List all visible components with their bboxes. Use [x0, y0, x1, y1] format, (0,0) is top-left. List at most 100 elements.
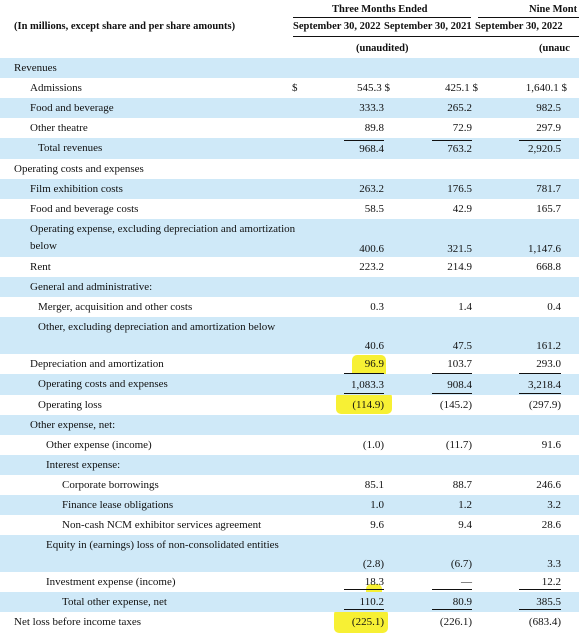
- value-cell-col1: (114.9): [352, 399, 384, 411]
- column-header-nine-2022: September 30, 2022: [475, 21, 563, 32]
- row-label: Corporate borrowings: [62, 478, 159, 491]
- row-label: Revenues: [14, 61, 57, 74]
- row-label: Equity in (earnings) loss of non-consoli…: [46, 539, 279, 551]
- row-label: Depreciation and amortization: [30, 357, 164, 370]
- value-cell-col1: 1.0: [370, 499, 384, 511]
- value-cell-col2: 72.9: [452, 122, 472, 134]
- row-label: Interest expense:: [46, 458, 121, 471]
- three-months-group-label: Three Months Ended: [332, 4, 428, 15]
- investment-underline-3: [519, 589, 561, 590]
- table-row: Food and beverage 333.3 265.2 982.5: [0, 98, 579, 118]
- value-cell-col1: (1.0): [362, 439, 384, 451]
- value-cell-col2: 176.5: [447, 183, 472, 195]
- value-cell-col2: 214.9: [447, 261, 472, 273]
- column-header-2022: September 30, 2022: [293, 21, 381, 32]
- row-label: Admissions: [30, 81, 82, 94]
- table-row: Operating expense, excluding depreciatio…: [0, 219, 579, 257]
- row-label: Other, excluding depreciation and amorti…: [38, 321, 276, 333]
- value-cell-col3: 0.4: [547, 301, 561, 313]
- row-label: Investment expense (income): [46, 575, 176, 588]
- value-cell-col1: 58.5: [364, 203, 384, 215]
- other-expense-underline-1: [344, 609, 384, 610]
- value-cell-col3: 2,920.5: [528, 142, 561, 155]
- table-row: Other, excluding depreciation and amorti…: [0, 317, 579, 354]
- table-row: Corporate borrowings 85.1 88.7 246.6: [0, 475, 579, 495]
- value-cell-col3: 982.5: [536, 102, 561, 114]
- nine-months-group-label: Nine Mont: [529, 4, 578, 15]
- value-cell-col3: 781.7: [536, 183, 561, 195]
- row-label: Finance lease obligations: [62, 498, 174, 511]
- value-cell-col2: 103.7: [447, 358, 472, 370]
- table-row: Total revenues 968.4 763.2 2,920.5: [0, 138, 579, 159]
- table-row: Depreciation and amortization 96.9 103.7 29…: [0, 354, 579, 374]
- value-cell-col3: 161.2: [536, 340, 561, 352]
- three-months-group-rule: [293, 17, 471, 18]
- row-label: General and administrative:: [30, 280, 153, 293]
- row-label: Merger, acquisition and other costs: [38, 300, 193, 313]
- value-cell-col3: 293.0: [536, 358, 561, 370]
- row-label: Rent: [30, 260, 51, 273]
- value-cell-col3: 3,218.4: [528, 378, 561, 391]
- column-header-2021: September 30, 2021: [384, 21, 472, 32]
- operating-costs-underline-1: [344, 393, 384, 394]
- other-expense-underline-2: [432, 609, 472, 610]
- investment-underline-2: [432, 589, 472, 590]
- table-row: Revenues: [0, 58, 579, 78]
- value-cell-col2: (226.1): [439, 616, 472, 628]
- row-label: Food and beverage: [30, 101, 114, 114]
- value-cell-col1: 333.3: [359, 102, 384, 114]
- value-cell-col2: (145.2): [439, 399, 472, 411]
- value-cell-col2: 47.5: [452, 340, 472, 352]
- row-label: Total other expense, net: [62, 595, 167, 608]
- table-row: Admissions $545.3 $ 425.1 $ 1,640.1 $: [0, 78, 579, 98]
- value-cell-col2: 908.4: [447, 378, 472, 391]
- table-row: Other theatre 89.8 72.9 297.9: [0, 118, 579, 138]
- value-cell-col1: 223.2: [359, 261, 384, 273]
- value-cell-col1: 40.6: [364, 340, 384, 352]
- row-label: Other theatre: [30, 121, 88, 134]
- value-cell-col1: 545.3 $: [357, 82, 390, 94]
- nine-months-group-rule: [478, 17, 579, 18]
- row-label: Food and beverage costs: [30, 202, 139, 215]
- value-cell-col3: 668.8: [536, 261, 561, 273]
- value-cell-col2: 763.2: [447, 142, 472, 155]
- operating-costs-underline-2: [432, 393, 472, 394]
- value-cell-col2: 9.4: [458, 519, 472, 531]
- table-row: Net loss before income taxes (225.1) (226.…: [0, 612, 579, 632]
- total-revenues-underline-1: [344, 140, 384, 141]
- row-label: Total revenues: [38, 142, 103, 154]
- value-cell-col2: 42.9: [452, 203, 472, 215]
- value-cell-col3: 385.5: [536, 596, 561, 608]
- value-cell-col3: (683.4): [528, 616, 561, 628]
- value-cell-col3: 3.2: [547, 499, 561, 511]
- table-row: Food and beverage costs 58.5 42.9 165.7: [0, 199, 579, 219]
- value-cell-col2: (6.7): [450, 558, 472, 570]
- date-header-rule: [293, 36, 579, 37]
- value-cell-col1: 18.3: [364, 576, 384, 588]
- unaudited-label-cut: (unauc: [539, 43, 570, 54]
- table-row: Finance lease obligations 1.0 1.2 3.2: [0, 495, 579, 515]
- value-cell-col3: 165.7: [536, 203, 561, 215]
- row-label: Operating loss: [38, 398, 102, 411]
- value-cell-col3: 297.9: [536, 122, 561, 134]
- row-label: Operating costs and expenses: [38, 378, 168, 390]
- value-cell-col2: (11.7): [445, 439, 472, 451]
- highlight-mark-2: [336, 392, 392, 414]
- table-row: Other expense, net:: [0, 415, 579, 435]
- table-row: Other expense (income) (1.0) (11.7) 91.6: [0, 435, 579, 455]
- operating-costs-underline-3: [519, 393, 561, 394]
- row-label: Film exhibition costs: [30, 182, 123, 195]
- row-label: Other expense, net:: [30, 418, 116, 431]
- currency-symbol: $: [292, 82, 298, 94]
- value-cell-col1: (225.1): [351, 616, 384, 628]
- table-row: General and administrative:: [0, 277, 579, 297]
- value-cell-col3: 246.6: [536, 479, 561, 491]
- value-cell-col3: 28.6: [541, 519, 561, 531]
- table-row: Non-cash NCM exhibitor services agreemen…: [0, 515, 579, 535]
- value-cell-col1: 9.6: [370, 519, 384, 531]
- table-row: Operating costs and expenses 1,083.3 908.4…: [0, 374, 579, 395]
- table-row: Equity in (earnings) loss of non-consoli…: [0, 535, 579, 572]
- unaudited-label: (unaudited): [356, 43, 409, 54]
- value-cell-col3: 1,147.6: [528, 243, 561, 255]
